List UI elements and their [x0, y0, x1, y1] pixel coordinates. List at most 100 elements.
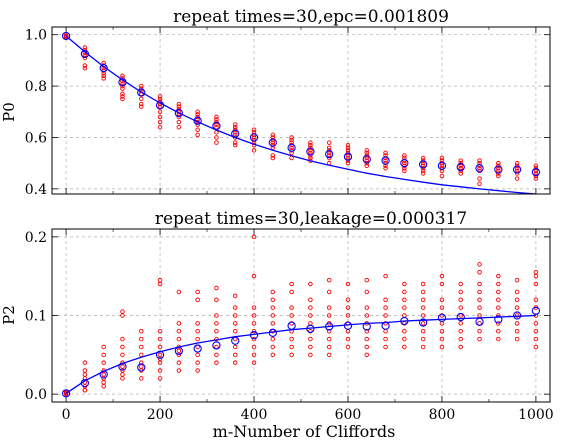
sample-point	[195, 360, 200, 365]
x-tick-label: 0	[62, 407, 71, 423]
sample-point	[439, 313, 445, 318]
mean-point	[400, 316, 409, 326]
sample-point	[496, 171, 501, 176]
sample-point	[514, 160, 520, 166]
sample-point	[308, 328, 313, 334]
sample-point	[195, 109, 200, 115]
sample-point	[420, 281, 426, 287]
sample-point	[477, 181, 482, 186]
sample-point	[176, 321, 182, 326]
sample-point	[101, 352, 106, 358]
sample-point	[214, 321, 219, 326]
mean-point	[381, 321, 390, 330]
sample-point	[120, 336, 125, 342]
mean-point	[362, 155, 371, 164]
mean-point	[343, 321, 353, 330]
sample-point	[514, 297, 520, 303]
sample-point	[383, 321, 388, 326]
sample-point	[308, 153, 313, 158]
sample-point	[176, 106, 182, 112]
sample-point	[364, 163, 370, 168]
mean-point	[99, 63, 108, 73]
sample-point	[308, 313, 313, 318]
y-tick-label: 0.2	[25, 230, 47, 246]
sample-point	[120, 91, 125, 97]
sample-point	[195, 321, 200, 326]
y-tick-label: 0.8	[25, 79, 47, 95]
sample-point	[439, 344, 445, 350]
sample-point	[308, 155, 313, 161]
sample-point	[195, 352, 200, 358]
sample-point	[439, 305, 445, 310]
sample-point	[251, 132, 257, 138]
sample-point	[496, 289, 501, 295]
sample-point	[364, 277, 370, 283]
sample-point	[195, 328, 200, 334]
sample-point	[270, 336, 276, 342]
sample-point	[477, 262, 482, 267]
sample-point	[514, 313, 520, 318]
sample-point	[120, 364, 125, 369]
mean-point	[306, 324, 315, 334]
sample-point	[420, 344, 426, 350]
sample-point	[364, 160, 370, 166]
sample-point	[420, 171, 426, 176]
sample-point	[477, 297, 482, 303]
sample-point	[458, 160, 463, 166]
mean-point	[475, 164, 484, 173]
y-tick-label: 0.4	[25, 182, 47, 198]
sample-point	[364, 313, 370, 318]
sample-point	[439, 281, 445, 287]
sample-point	[458, 305, 463, 310]
mean-point	[174, 346, 183, 356]
sample-point	[82, 45, 88, 50]
sample-point	[270, 153, 276, 158]
mean-point	[419, 160, 428, 169]
sample-point	[214, 119, 219, 125]
mean-point	[249, 133, 259, 142]
sample-point	[120, 73, 125, 79]
sample-point	[289, 145, 294, 151]
sample-point	[232, 360, 238, 365]
sample-point	[345, 336, 351, 342]
mean-point	[512, 311, 522, 320]
sample-point	[496, 297, 501, 303]
sample-point	[289, 336, 294, 342]
sample-point	[364, 150, 370, 156]
sample-point	[289, 305, 294, 310]
mean-point	[494, 315, 503, 324]
sample-point	[251, 273, 257, 279]
sample-point	[120, 94, 125, 99]
sample-point	[157, 277, 163, 283]
sample-point	[157, 368, 163, 373]
sample-point	[120, 86, 125, 91]
sample-point	[345, 145, 351, 151]
sample-point	[514, 321, 520, 326]
sample-point	[477, 336, 482, 342]
mean-point	[155, 101, 165, 110]
sample-point	[458, 289, 463, 295]
sample-point	[176, 119, 182, 125]
sample-point	[232, 124, 238, 130]
sample-point	[439, 273, 445, 279]
sample-point	[214, 285, 219, 291]
sample-point	[232, 122, 238, 127]
sample-point	[120, 352, 125, 358]
sample-point	[120, 313, 125, 318]
sample-point	[420, 313, 426, 318]
sample-point	[289, 344, 294, 350]
mean-point	[61, 31, 71, 41]
sample-point	[345, 160, 351, 166]
mean-point	[80, 49, 90, 59]
x-tick-label: 800	[429, 407, 456, 423]
sample-point	[82, 372, 88, 377]
sample-point	[157, 119, 163, 125]
sample-point	[439, 173, 445, 179]
sample-point	[383, 313, 388, 318]
bottom-panel: repeat times=30,leakage=0.000317 P2 m-Nu…	[0, 209, 467, 441]
sample-point	[82, 65, 88, 71]
mean-point	[212, 121, 221, 131]
sample-point	[345, 305, 351, 310]
sample-point	[345, 148, 351, 153]
sample-point	[195, 127, 200, 133]
